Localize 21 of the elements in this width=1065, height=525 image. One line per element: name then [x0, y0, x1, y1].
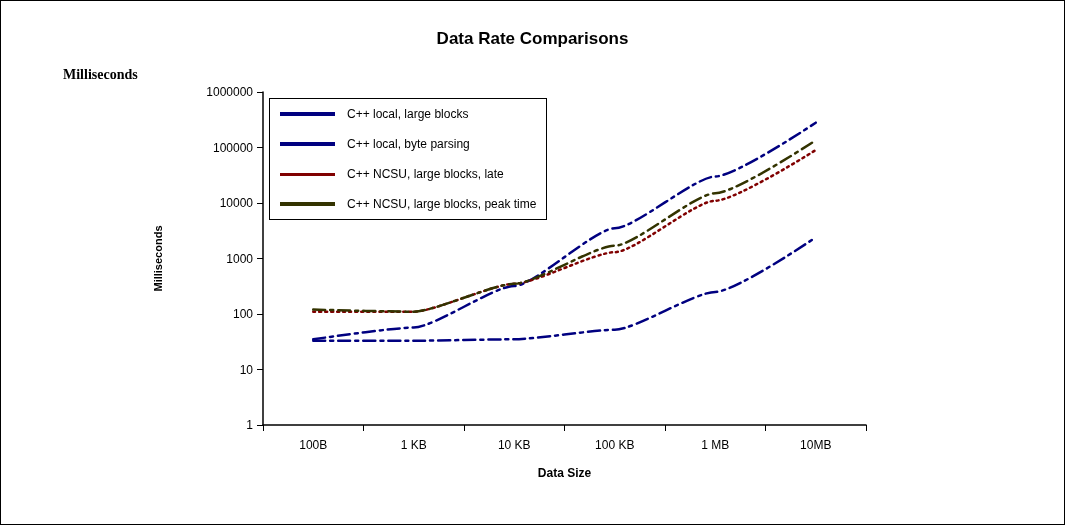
x-tick-label: 100 KB — [595, 438, 635, 452]
legend-label: C++ local, byte parsing — [347, 137, 470, 151]
y-tick-label: 1000000 — [206, 85, 254, 99]
y-tick-label: 100000 — [212, 140, 254, 155]
y-tick-label: 1 — [246, 418, 254, 432]
y-tick-label: 10000 — [219, 196, 254, 210]
x-tick-label: 1 KB — [400, 438, 427, 452]
text: Milliseconds — [63, 66, 139, 82]
x-axis-title: Data Size — [537, 466, 592, 480]
y-axis-title: Milliseconds — [151, 225, 164, 292]
legend-label: C++ NCSU, large blocks, peak time — [347, 197, 537, 211]
x-tick-label: 10MB — [800, 438, 832, 452]
legend-label: C++ local, large blocks — [347, 107, 469, 121]
x-tick-label: 10 KB — [497, 438, 531, 452]
y-tick-label: 100 — [232, 307, 254, 321]
x-tick-label: 1 MB — [701, 438, 730, 452]
x-tick-label: 100B — [299, 438, 328, 452]
chart-title: Data Rate Comparisons — [436, 29, 629, 48]
y-tick-label: 1000 — [226, 251, 254, 266]
legend-label: C++ NCSU, large blocks, late — [347, 167, 504, 181]
y-tick-label: 10 — [239, 362, 254, 377]
